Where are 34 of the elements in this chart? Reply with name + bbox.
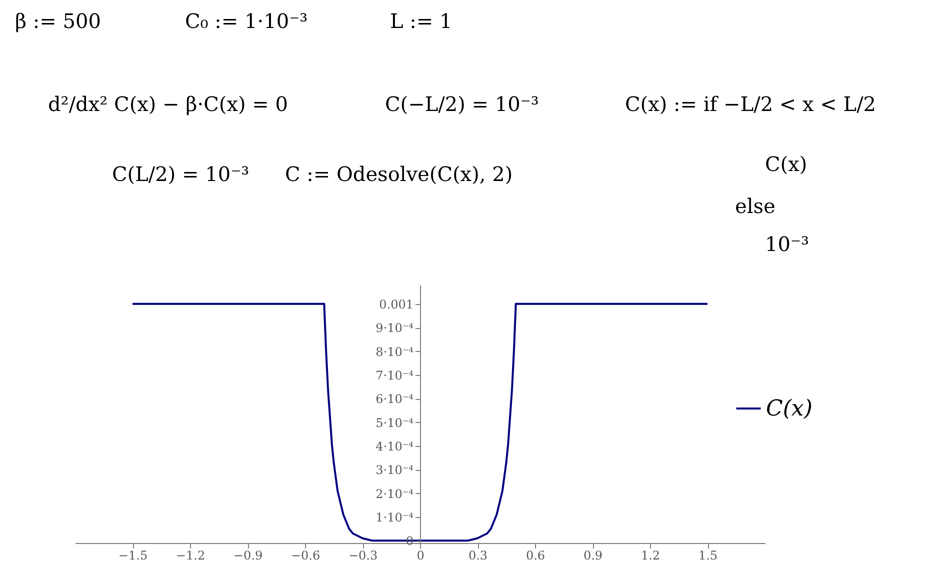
x-tick-label: −0.9: [233, 548, 263, 562]
y-tick-label: 7·10⁻⁴: [376, 368, 414, 382]
x-tick-label: 0.6: [526, 548, 546, 562]
text: C₀ := 1·10⁻³: [185, 9, 308, 33]
text: β := 500: [15, 9, 101, 33]
text: else: [735, 194, 776, 218]
y-tick-label: 1·10⁻⁴: [376, 510, 414, 524]
y-tick-label: 0: [406, 534, 414, 548]
y-tick-label: 5·10⁻⁴: [376, 416, 414, 430]
text: L := 1: [390, 9, 452, 33]
text: C := Odesolve(C(x), 2): [285, 162, 513, 186]
y-tick-label: 9·10⁻⁴: [376, 321, 414, 336]
x-tick-label: −1.2: [176, 548, 206, 562]
legend-label: C(x): [766, 396, 812, 422]
y-tick-label: 0.001: [379, 297, 414, 312]
y-tick-label: 3·10⁻⁴: [376, 463, 414, 478]
text: C(−L/2) = 10⁻³: [385, 92, 539, 116]
text: C(L/2) = 10⁻³: [112, 162, 250, 186]
text: d²/dx² C(x) − β·C(x) = 0: [48, 92, 288, 116]
x-tick-label: 0.3: [468, 548, 488, 562]
y-tick-label: 8·10⁻⁴: [376, 344, 414, 359]
x-tick-label: 0: [416, 548, 424, 562]
x-tick-label: 1.5: [698, 548, 718, 562]
x-tick-label: −1.5: [118, 548, 148, 562]
x-tick-label: −0.3: [348, 548, 378, 562]
x-tick-label: 1.2: [640, 548, 660, 562]
x-tick-label: 0.9: [583, 548, 603, 562]
x-tick-label: −0.6: [290, 548, 320, 562]
y-tick-label: 2·10⁻⁴: [376, 486, 414, 501]
text: 10⁻³: [765, 232, 810, 256]
y-tick-label: 6·10⁻⁴: [376, 392, 414, 406]
text: C(x): [765, 152, 808, 176]
text: C(x) := if −L/2 < x < L/2: [625, 92, 876, 116]
y-tick-label: 4·10⁻⁴: [376, 439, 414, 454]
